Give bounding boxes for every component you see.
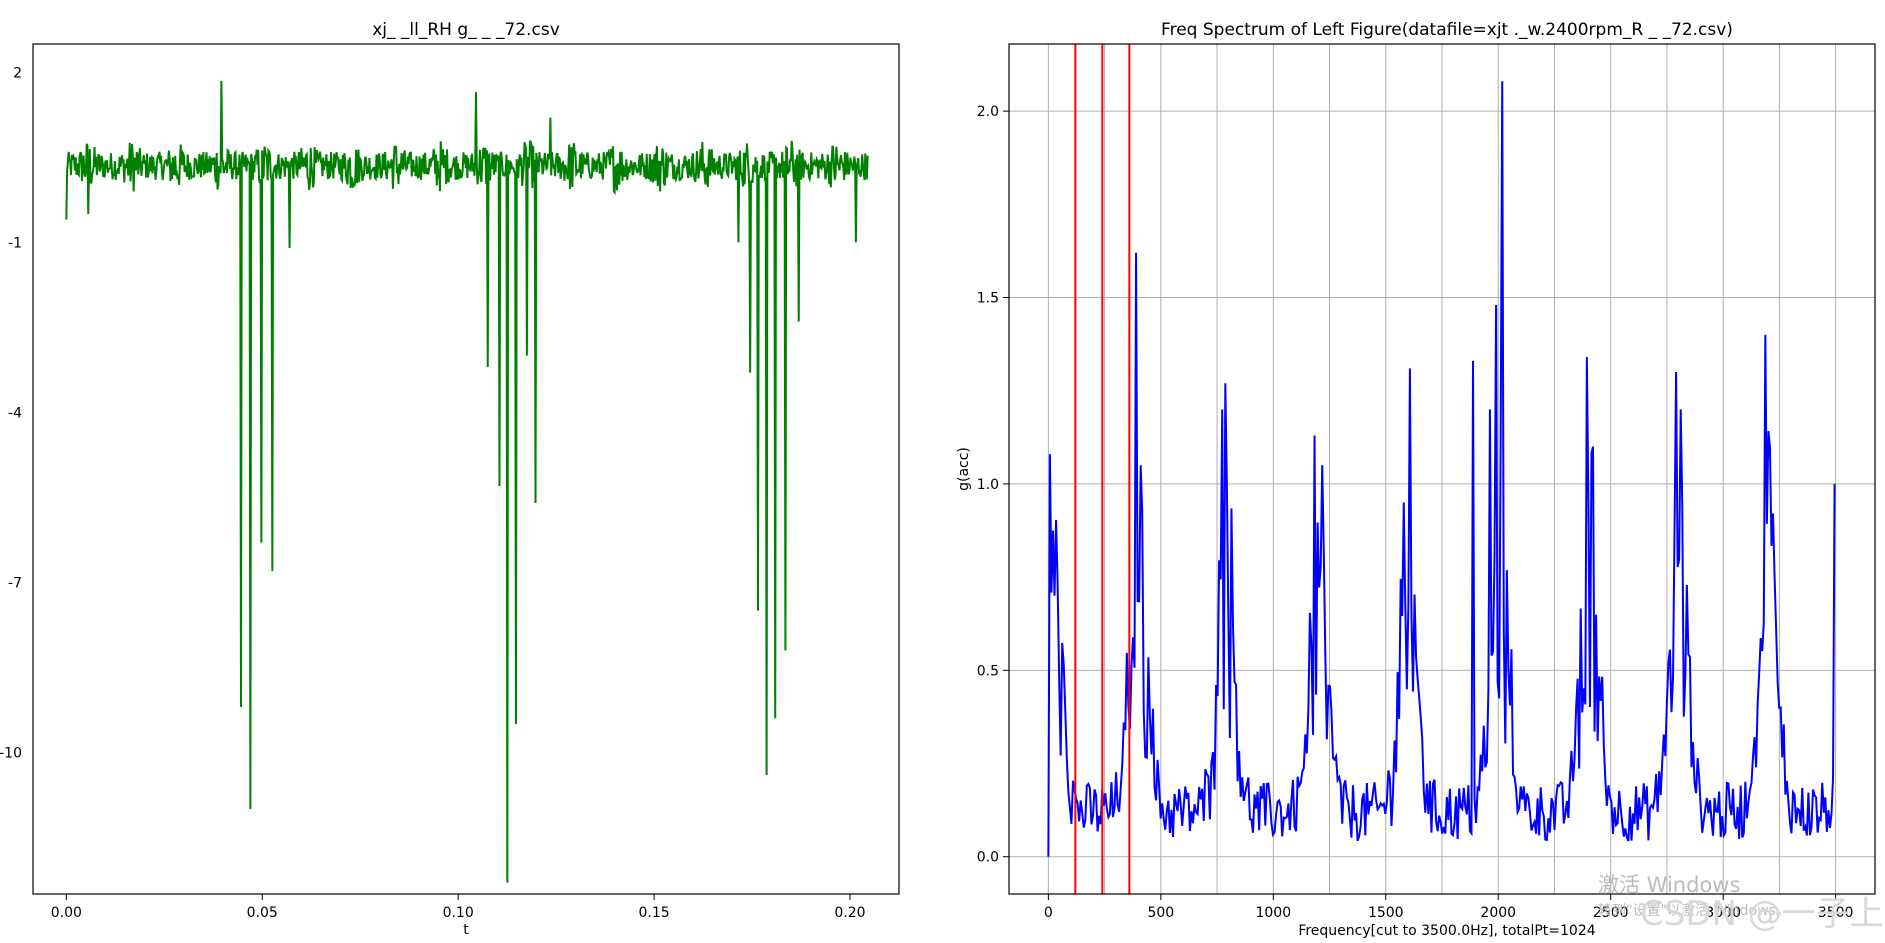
left-time-chart: xj_ _ll_RH g_ _ _72.csv 0.00 0.05 0.10 0.15… [0,20,900,938]
left-x-tick-label: 0.15 [639,905,670,921]
right-x-tick-label: 1000 [1255,905,1291,921]
left-y-tick-label: -7 [8,575,22,591]
right-axis-ticks: 0 500 1000 1500 2000 2500 3000 3500 0.0 0.5 1.0 1.5… [977,104,1854,921]
left-chart-title: xj_ _ll_RH g_ _ _72.csv [372,20,560,40]
left-y-tick-label: 2 [13,65,22,81]
right-x-tick-label: 1500 [1368,905,1404,921]
right-chart-title: Freq Spectrum of Left Figure(datafile=xj… [1161,20,1733,40]
right-y-axis-label: g(acc) [956,447,972,491]
left-signal-line [65,80,869,883]
right-y-tick-label: 0.0 [977,850,999,866]
right-grid-lines [1009,44,1875,894]
right-y-tick-label: 1.0 [977,477,999,493]
right-plot-area [1047,44,1836,894]
right-x-tick-label: 2500 [1593,905,1629,921]
right-spectrum-chart: Freq Spectrum of Left Figure(datafile=xj… [956,20,1876,939]
watermark-line1: 激活 Windows [1598,873,1741,897]
csdn-watermark: CSDN @一子上 [1640,894,1884,934]
right-x-tick-label: 3500 [1818,905,1854,921]
left-y-tick-label: -1 [8,235,22,251]
right-plot-frame [1008,43,1876,895]
right-y-tick-label: 1.5 [977,291,999,307]
left-axis-ticks: 0.00 0.05 0.10 0.15 0.20 2 -1 -4 -7 -10 [0,65,866,921]
right-x-tick-label: 3000 [1705,905,1741,921]
left-y-tick-label: -10 [0,745,22,761]
right-x-tick-label: 0 [1044,905,1053,921]
right-x-tick-label: 2000 [1480,905,1516,921]
left-plot-area [65,80,869,883]
left-plot-frame [32,43,900,895]
right-y-tick-label: 0.5 [977,663,999,679]
watermark-line2: 转到"设置"以激活 Windows。 [1598,903,1790,919]
right-y-tick-label: 2.0 [977,104,999,120]
left-x-tick-label: 0.20 [834,905,865,921]
left-x-axis-label: t [463,922,469,938]
right-x-axis-label: Frequency[cut to 3500.0Hz], totalPt=1024 [1298,923,1595,939]
right-x-tick-label: 500 [1147,905,1174,921]
left-x-tick-label: 0.00 [51,905,82,921]
left-y-tick-label: -4 [8,405,22,421]
left-x-tick-label: 0.05 [247,905,278,921]
windows-activation-watermark: 激活 Windows 转到"设置"以激活 Windows。 [1598,872,1790,924]
left-x-tick-label: 0.10 [443,905,474,921]
spectrum-line [1047,81,1836,857]
